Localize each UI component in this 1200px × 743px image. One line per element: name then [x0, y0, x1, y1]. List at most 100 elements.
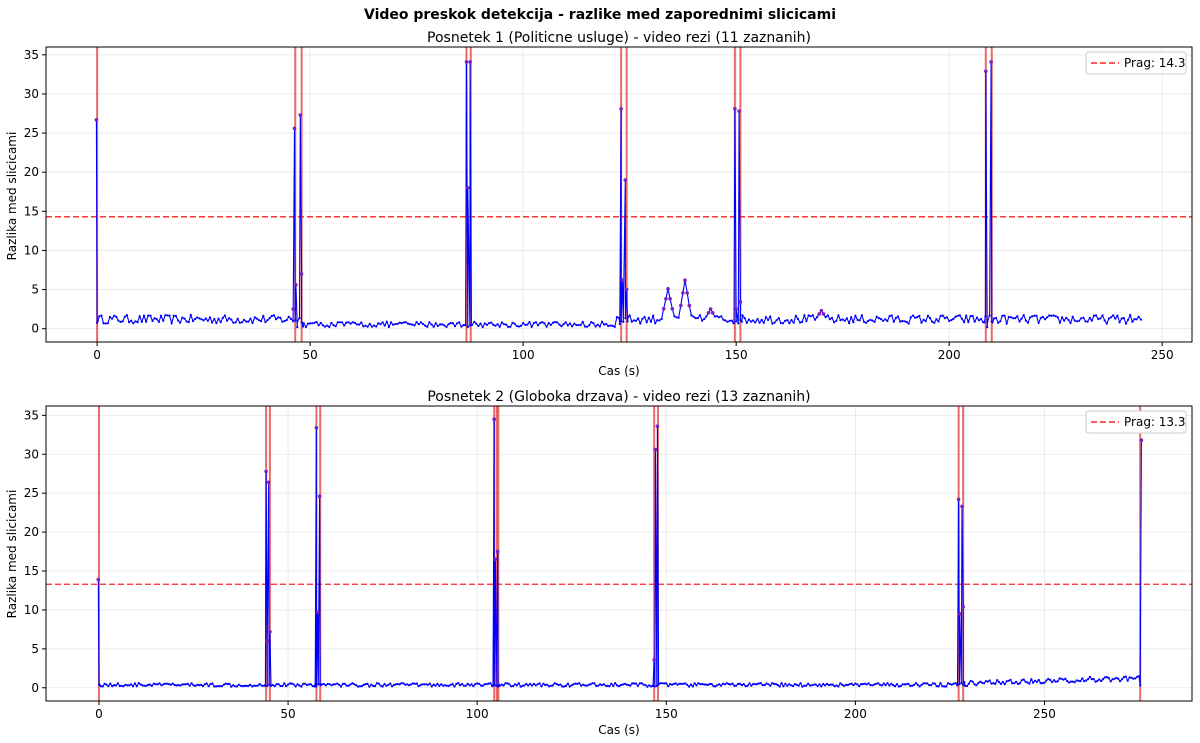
data-point	[560, 325, 563, 328]
data-point	[1039, 316, 1042, 320]
data-point	[1098, 678, 1101, 681]
data-point	[969, 315, 972, 318]
data-point	[451, 683, 454, 686]
data-point	[441, 323, 444, 326]
data-point	[379, 323, 382, 326]
data-point	[935, 318, 938, 321]
data-point	[740, 320, 743, 323]
data-point	[188, 684, 191, 687]
data-point	[666, 287, 670, 291]
data-point	[1075, 320, 1079, 323]
data-point	[812, 683, 815, 686]
data-point	[620, 278, 625, 283]
data-point	[682, 682, 685, 685]
data-point	[992, 317, 996, 320]
data-point	[538, 682, 541, 685]
data-point	[434, 322, 437, 325]
data-point	[967, 682, 971, 685]
data-point	[283, 682, 286, 685]
data-point	[255, 317, 258, 320]
subplot-2-legend: Prag: 13.3	[1085, 410, 1187, 434]
data-point	[522, 321, 525, 325]
data-point	[654, 322, 657, 325]
data-point	[588, 324, 591, 327]
data-point	[478, 682, 481, 685]
data-point	[646, 685, 649, 688]
data-point	[911, 684, 914, 687]
data-point	[939, 314, 942, 317]
data-point	[656, 319, 659, 322]
data-point	[964, 684, 967, 688]
data-point	[1026, 681, 1029, 684]
data-point	[249, 683, 252, 686]
data-point	[179, 684, 182, 687]
data-point	[507, 325, 510, 328]
data-point	[743, 317, 746, 320]
y-tick-label: 30	[24, 447, 39, 461]
data-point	[655, 424, 660, 429]
data-point	[247, 684, 250, 688]
data-point	[343, 682, 346, 685]
data-point	[1033, 314, 1036, 317]
data-point	[391, 685, 394, 688]
data-point	[626, 320, 629, 323]
data-point	[1137, 315, 1140, 318]
data-point	[181, 683, 184, 686]
data-point	[396, 682, 399, 686]
data-point	[110, 317, 114, 320]
subplot-1-ylabel: Razlika med slicicami	[5, 132, 19, 261]
data-point	[345, 321, 348, 324]
data-point	[903, 320, 906, 323]
y-tick-label: 25	[24, 126, 39, 140]
data-point	[856, 318, 859, 321]
data-point	[774, 683, 778, 686]
data-point	[317, 683, 320, 686]
data-point	[245, 320, 248, 323]
data-point	[1039, 682, 1042, 685]
data-point	[649, 320, 653, 323]
data-point	[208, 316, 212, 319]
data-point	[202, 319, 205, 322]
data-point	[829, 683, 832, 686]
data-point	[689, 683, 693, 686]
data-point	[687, 303, 692, 308]
data-point	[1099, 317, 1102, 320]
data-point	[428, 321, 431, 324]
data-point	[498, 684, 501, 687]
data-point	[336, 682, 339, 685]
data-point	[270, 684, 273, 687]
data-point	[148, 683, 152, 686]
data-point	[965, 314, 968, 317]
data-point	[1007, 679, 1010, 682]
data-point	[875, 315, 878, 318]
data-point	[540, 685, 543, 688]
data-point	[574, 682, 577, 685]
data-point	[720, 684, 723, 687]
data-point	[796, 317, 800, 320]
data-point	[597, 684, 600, 687]
data-point	[805, 319, 808, 323]
data-point	[886, 319, 889, 323]
data-point	[745, 321, 748, 324]
data-point	[445, 325, 448, 328]
data-point	[506, 682, 509, 685]
data-point	[894, 685, 897, 688]
data-point	[901, 320, 904, 323]
data-point	[334, 325, 337, 328]
data-point	[583, 325, 587, 328]
data-point	[1086, 320, 1089, 323]
data-point	[599, 683, 602, 686]
data-point	[198, 684, 201, 687]
data-point	[608, 685, 611, 688]
data-point	[918, 314, 921, 317]
data-point	[888, 684, 891, 687]
data-point	[315, 610, 320, 615]
data-point	[907, 682, 910, 685]
data-point	[797, 684, 800, 687]
data-point	[650, 685, 653, 688]
data-point	[283, 319, 286, 323]
x-tick-label: 200	[844, 707, 867, 721]
data-point	[693, 682, 696, 685]
data-point	[1001, 680, 1005, 684]
data-point	[1100, 679, 1103, 683]
